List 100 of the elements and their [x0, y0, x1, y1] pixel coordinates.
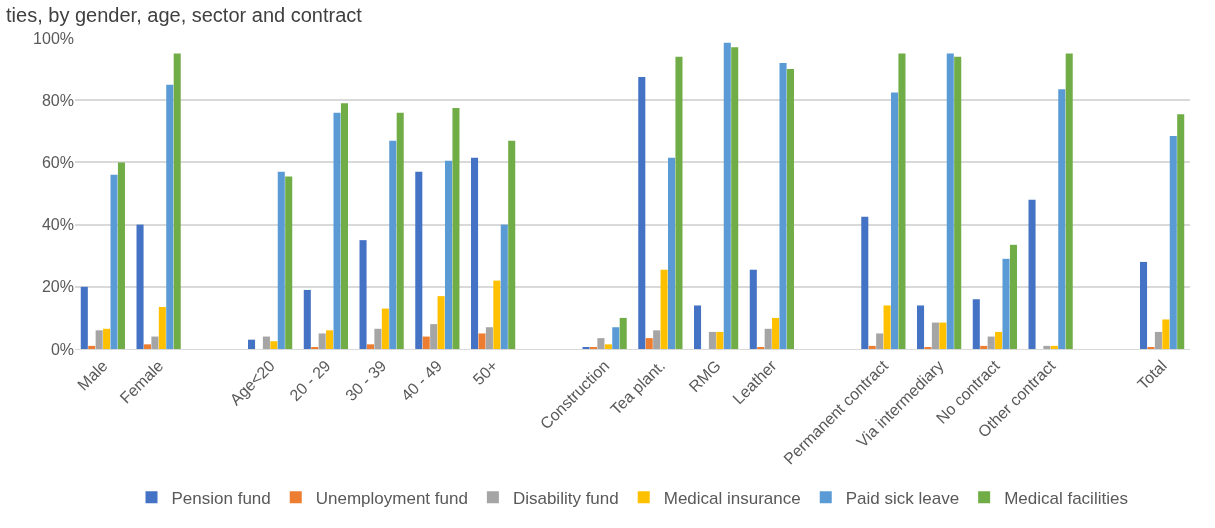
bar	[173, 53, 181, 349]
bar	[779, 62, 787, 349]
bar	[1050, 345, 1058, 349]
bar	[374, 328, 382, 349]
x-tick-label: 30 - 39	[342, 356, 390, 405]
bar	[972, 299, 980, 349]
bar	[415, 171, 423, 349]
bar	[772, 317, 780, 349]
bar	[708, 331, 716, 349]
y-tick-label: 0%	[50, 340, 74, 358]
bar	[764, 328, 772, 349]
bar	[731, 47, 739, 349]
x-tick-label: 20 - 29	[286, 356, 334, 405]
bar	[612, 327, 620, 349]
bar	[954, 56, 962, 349]
y-tick-label: 80%	[41, 91, 74, 109]
bar	[987, 336, 995, 349]
bar	[1140, 261, 1148, 349]
y-tick-label: 40%	[41, 216, 74, 234]
bar	[396, 112, 404, 349]
bar	[430, 324, 438, 349]
bar	[1043, 345, 1051, 349]
bar	[493, 280, 501, 349]
bar	[723, 42, 731, 349]
bar	[478, 333, 486, 349]
bar	[980, 345, 988, 349]
y-tick-label: 20%	[41, 278, 74, 296]
bar	[262, 336, 270, 349]
bar	[143, 344, 152, 349]
bar	[270, 341, 278, 349]
bar	[1177, 114, 1185, 349]
bar	[88, 345, 96, 349]
bar	[1058, 89, 1066, 349]
y-tick-label: 100%	[33, 29, 74, 47]
bar	[645, 338, 653, 349]
bar	[437, 296, 445, 349]
bar	[883, 305, 891, 349]
bar	[1028, 199, 1036, 349]
legend-label: Paid sick leave	[845, 488, 960, 508]
bar	[452, 107, 460, 349]
bar	[917, 305, 925, 349]
bar	[151, 336, 159, 349]
bar	[653, 330, 661, 349]
bar	[1065, 53, 1073, 349]
bar	[80, 286, 88, 349]
bar	[1154, 331, 1162, 349]
bar	[1169, 135, 1177, 349]
bar	[749, 269, 757, 349]
bar	[366, 344, 375, 349]
bar	[166, 84, 174, 349]
bar	[716, 331, 724, 349]
chart-title: ties, by gender, age, sector and contract	[6, 3, 363, 26]
bar	[117, 162, 125, 349]
y-tick-label: 60%	[41, 154, 74, 171]
bar	[103, 328, 111, 349]
bar	[248, 339, 256, 349]
bar	[95, 330, 103, 349]
bar	[485, 327, 493, 349]
bar	[1009, 244, 1017, 349]
bar	[786, 69, 794, 349]
bar	[939, 322, 947, 349]
bar	[694, 305, 702, 349]
bar	[389, 140, 397, 349]
bar	[876, 333, 884, 349]
bar	[619, 317, 627, 349]
bar	[303, 289, 311, 349]
bar	[868, 345, 876, 349]
legend-label: Medical insurance	[663, 488, 801, 508]
bar	[422, 336, 430, 349]
x-tick-label: 40 - 49	[397, 356, 446, 405]
bar	[604, 344, 612, 349]
bar	[318, 333, 326, 349]
bar	[136, 224, 144, 349]
bar	[946, 53, 954, 349]
bar	[158, 307, 166, 349]
bar	[660, 269, 668, 349]
bar	[995, 331, 1003, 349]
bar	[861, 216, 869, 349]
bar	[1002, 258, 1010, 349]
bar	[340, 103, 348, 349]
bar	[326, 330, 334, 349]
bar	[1162, 319, 1170, 349]
bar	[890, 92, 899, 349]
bar	[444, 160, 453, 349]
bar	[381, 308, 389, 349]
bar	[285, 176, 293, 349]
legend-label: Medical facilities	[1004, 488, 1128, 508]
bar	[597, 338, 605, 349]
bar	[638, 76, 646, 349]
bar	[931, 322, 939, 349]
bar	[471, 157, 479, 349]
bar	[508, 140, 516, 349]
legend-label: Unemployment fund	[315, 488, 468, 508]
legend-label: Disability fund	[512, 488, 619, 508]
x-tick-label: 50+	[469, 356, 501, 389]
bar	[898, 53, 906, 349]
bar	[500, 224, 508, 349]
bar	[333, 112, 341, 349]
legend-label: Pension fund	[171, 488, 271, 508]
bar	[359, 240, 367, 349]
